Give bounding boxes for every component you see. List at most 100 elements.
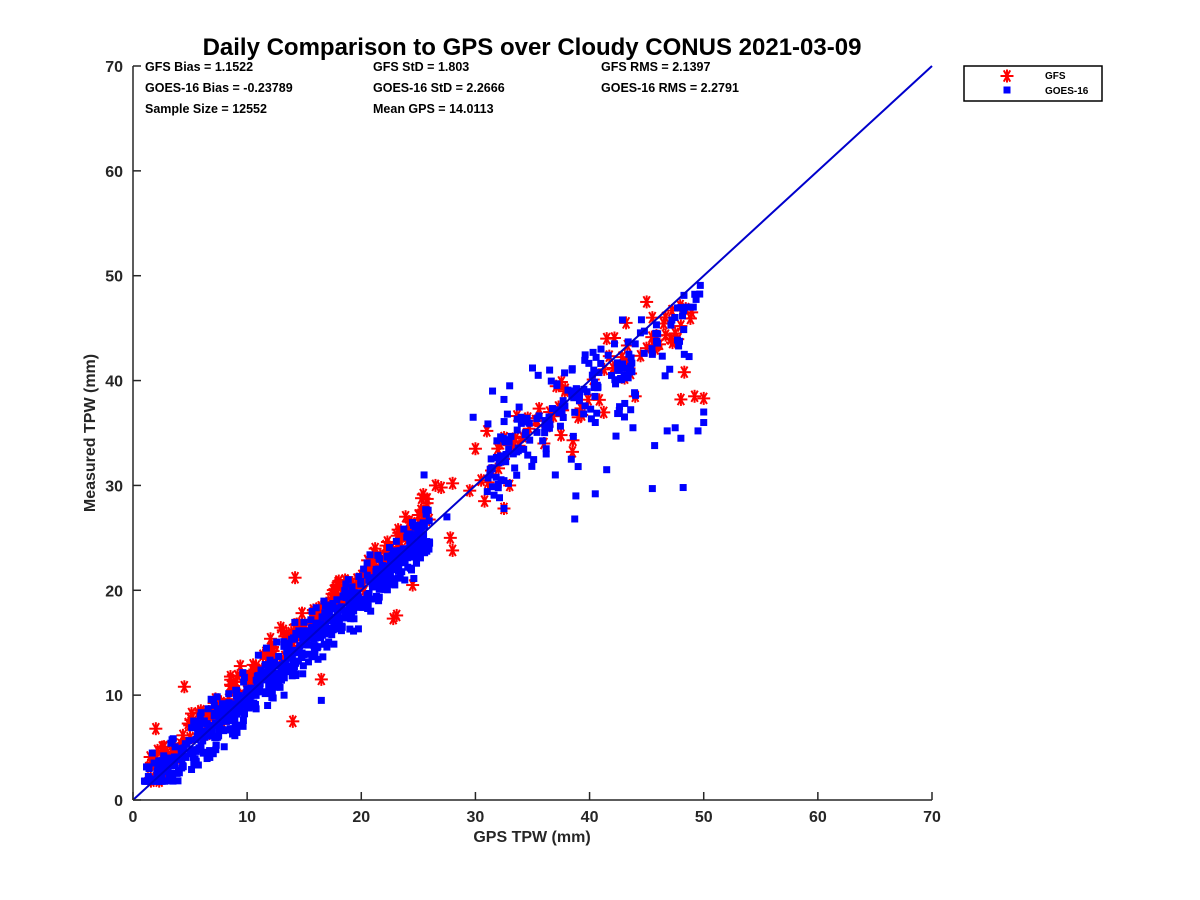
y-tick-label: 50 bbox=[105, 269, 123, 286]
gfs-point bbox=[683, 311, 697, 325]
goes16-point bbox=[178, 744, 186, 752]
goes16-point bbox=[410, 575, 418, 583]
goes16-point bbox=[658, 352, 666, 360]
goes16-point bbox=[513, 448, 521, 456]
goes16-point bbox=[388, 563, 396, 571]
goes16-point bbox=[330, 620, 338, 628]
goes16-point bbox=[153, 777, 161, 785]
goes16-point bbox=[587, 405, 595, 413]
goes16-point bbox=[156, 768, 164, 776]
goes16-point bbox=[409, 546, 417, 554]
goes16-point bbox=[226, 704, 234, 712]
goes16-point bbox=[334, 625, 342, 633]
goes16-point bbox=[190, 717, 198, 725]
goes16-point bbox=[319, 653, 327, 661]
goes16-point bbox=[360, 565, 368, 573]
goes16-point bbox=[191, 755, 199, 763]
legend-box bbox=[963, 65, 1103, 102]
goes16-point bbox=[201, 733, 209, 741]
goes16-point bbox=[193, 722, 201, 730]
goes16-point bbox=[652, 337, 660, 345]
goes16-point bbox=[340, 592, 348, 600]
stat-gfs-rms: GFS RMS = 2.1397 bbox=[601, 60, 710, 74]
goes16-point bbox=[266, 684, 274, 692]
goes16-point bbox=[549, 405, 557, 413]
goes16-point bbox=[210, 701, 218, 709]
goes16-point bbox=[613, 359, 621, 367]
goes16-point bbox=[415, 525, 423, 533]
goes16-point bbox=[689, 303, 697, 311]
goes16-point bbox=[288, 672, 296, 680]
goes16-point bbox=[631, 389, 639, 397]
goes16-point bbox=[348, 599, 356, 607]
goes16-point bbox=[328, 631, 336, 639]
goes16-point bbox=[500, 395, 508, 403]
goes16-point bbox=[268, 663, 276, 671]
goes16-point bbox=[362, 598, 370, 606]
goes16-point bbox=[254, 683, 262, 691]
goes16-point bbox=[392, 537, 400, 545]
goes16-point bbox=[290, 646, 298, 654]
goes16-point bbox=[486, 471, 494, 479]
goes16-point bbox=[169, 735, 177, 743]
goes16-point bbox=[296, 630, 304, 638]
goes16-point bbox=[648, 350, 656, 358]
goes16-point bbox=[591, 419, 599, 427]
goes16-point bbox=[502, 458, 510, 466]
goes16-point bbox=[174, 777, 182, 785]
goes16-point bbox=[358, 600, 366, 608]
goes16-point bbox=[603, 466, 611, 474]
goes16-point bbox=[333, 596, 341, 604]
goes16-point bbox=[524, 451, 532, 459]
goes16-point bbox=[500, 504, 508, 512]
goes16-point bbox=[276, 673, 284, 681]
goes16-point bbox=[254, 651, 262, 659]
goes16-point bbox=[513, 426, 521, 434]
goes16-point bbox=[292, 659, 300, 667]
goes16-point bbox=[181, 740, 189, 748]
goes16-point bbox=[196, 719, 204, 727]
gfs-point bbox=[224, 678, 238, 692]
gfs-point bbox=[314, 672, 328, 686]
goes16-point bbox=[304, 658, 312, 666]
gfs-point bbox=[677, 365, 691, 379]
goes16-point bbox=[621, 364, 629, 372]
goes16-point bbox=[312, 624, 320, 632]
goes16-point bbox=[292, 629, 300, 637]
goes16-point bbox=[546, 421, 554, 429]
legend: GFS GOES-16 bbox=[963, 65, 1103, 102]
goes16-point bbox=[321, 630, 329, 638]
goes16-point bbox=[317, 620, 325, 628]
gfs-point bbox=[674, 319, 688, 333]
goes16-point bbox=[335, 617, 343, 625]
goes16-point bbox=[264, 702, 272, 710]
goes16-point bbox=[671, 424, 679, 432]
goes16-point bbox=[160, 752, 168, 760]
goes16-point bbox=[211, 709, 219, 717]
goes16-point bbox=[365, 589, 373, 597]
goes16-point bbox=[375, 585, 383, 593]
goes16-point bbox=[220, 743, 228, 751]
goes16-point bbox=[680, 326, 688, 334]
goes16-point bbox=[383, 553, 391, 561]
y-tick-label: 30 bbox=[105, 478, 123, 495]
gfs-point bbox=[600, 332, 614, 346]
goes16-point bbox=[413, 559, 421, 567]
goes16-point bbox=[376, 555, 384, 563]
goes16-point bbox=[375, 597, 383, 605]
goes16-point bbox=[344, 576, 352, 584]
goes16-point bbox=[551, 471, 559, 479]
goes16-point bbox=[526, 436, 534, 444]
goes16-point bbox=[628, 359, 636, 367]
y-tick-label: 70 bbox=[105, 59, 123, 76]
goes16-point bbox=[492, 473, 500, 481]
x-tick-label: 20 bbox=[352, 809, 370, 826]
goes16-point bbox=[345, 604, 353, 612]
legend-goes16-square bbox=[1003, 86, 1011, 94]
goes16-point bbox=[280, 638, 288, 646]
gfs-point bbox=[659, 328, 673, 342]
goes16-point bbox=[505, 446, 513, 454]
goes16-point bbox=[303, 634, 311, 642]
goes16-point bbox=[559, 414, 567, 422]
axes-layer: 0 10 20 30 40 50 60 70 0 10 20 30 40 50 60 70 bbox=[105, 59, 941, 826]
